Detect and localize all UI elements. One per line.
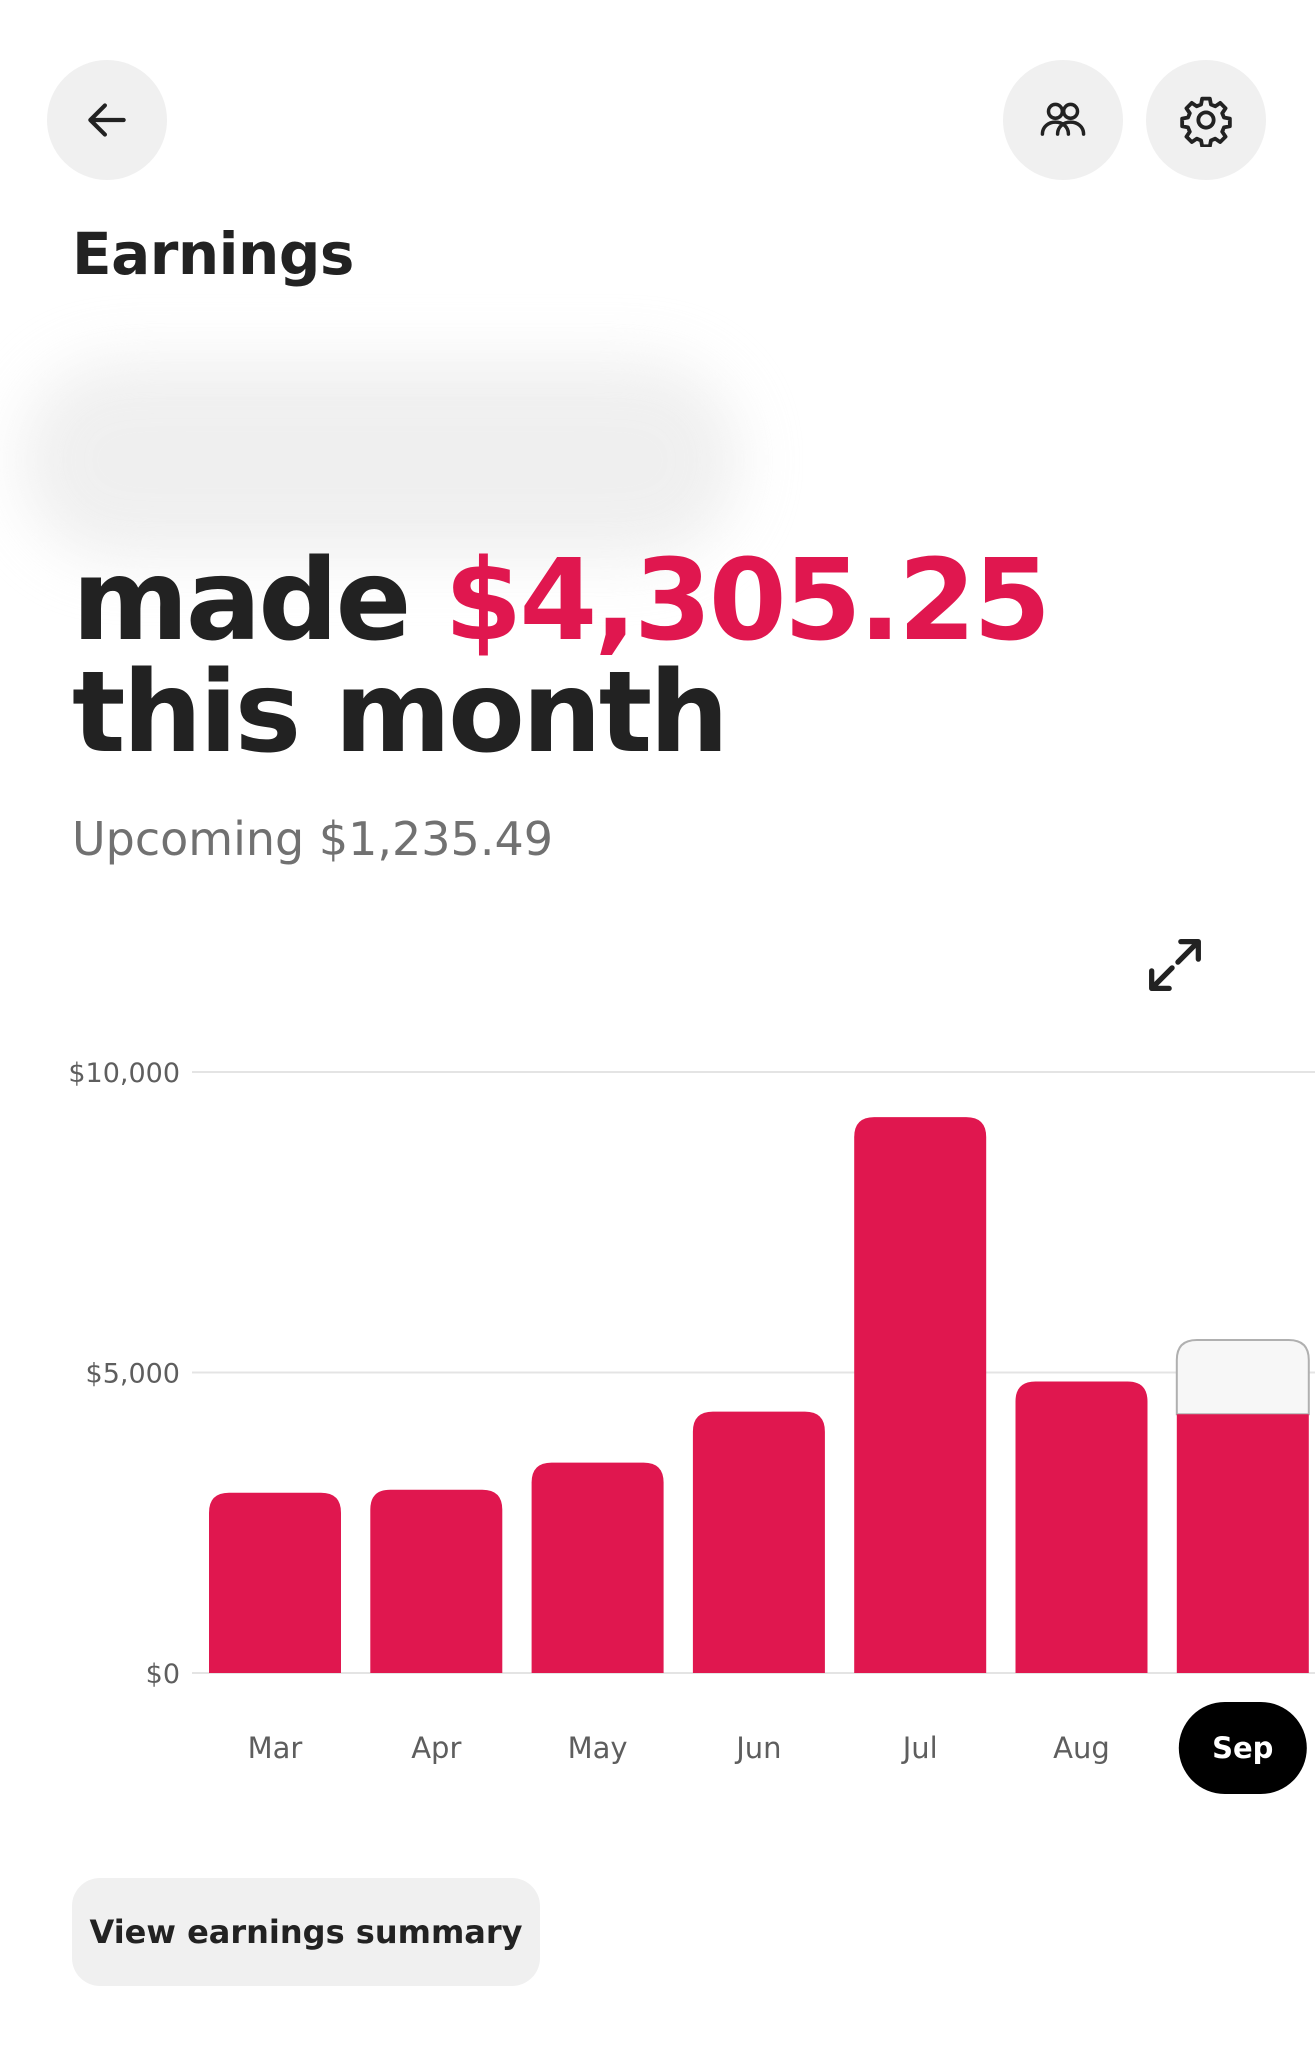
page-title: Earnings — [72, 220, 354, 288]
earnings-amount: $4,305.25 — [444, 536, 1051, 666]
y-tick-label: $5,000 — [86, 1359, 180, 1390]
headline-suffix: this month — [72, 648, 729, 778]
x-tick-label: Sep — [1212, 1731, 1273, 1765]
expand-button[interactable] — [1140, 930, 1210, 1000]
view-earnings-summary-button[interactable]: View earnings summary — [72, 1878, 540, 1986]
bar — [1176, 1414, 1309, 1673]
bar — [692, 1411, 825, 1673]
selected-month-pill — [1178, 1702, 1307, 1794]
x-tick-label: Jun — [734, 1731, 781, 1765]
y-tick-label: $0 — [146, 1659, 180, 1690]
expand-icon — [1149, 939, 1201, 991]
x-tick-label: Jul — [901, 1731, 938, 1765]
settings-button[interactable] — [1146, 60, 1266, 180]
back-button[interactable] — [47, 60, 167, 180]
bar — [531, 1462, 664, 1673]
bar — [370, 1489, 503, 1673]
people-button[interactable] — [1003, 60, 1123, 180]
bar — [209, 1492, 341, 1673]
x-tick-label: May — [568, 1731, 628, 1765]
arrow-left-icon — [88, 103, 126, 137]
blurred-region — [20, 360, 740, 560]
bar — [1015, 1381, 1148, 1673]
upcoming-amount: Upcoming $1,235.49 — [72, 812, 553, 866]
y-tick-label: $10,000 — [68, 1058, 180, 1089]
earnings-headline: made $4,305.25 this month — [72, 545, 1051, 778]
bar-upcoming — [1175, 1339, 1310, 1416]
bar — [854, 1117, 987, 1673]
people-icon — [1040, 102, 1086, 136]
gear-icon — [1180, 96, 1232, 147]
earnings-chart: $10,000 $5,000 $0 Mar Apr May Jun Jul Aug Sep — [68, 1058, 1315, 1794]
headline-prefix: made — [72, 536, 411, 666]
x-tick-label: Apr — [411, 1731, 461, 1765]
x-tick-label: Mar — [248, 1731, 303, 1765]
x-tick-label: Aug — [1053, 1731, 1110, 1765]
